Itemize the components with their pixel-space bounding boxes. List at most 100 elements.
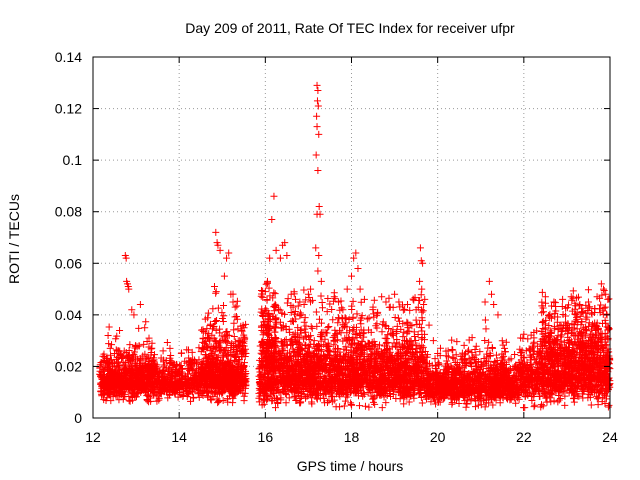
data-point (164, 385, 172, 393)
data-point (429, 337, 437, 345)
data-point (399, 333, 407, 341)
data-point (313, 123, 321, 131)
data-point (163, 387, 171, 395)
data-point (314, 102, 322, 110)
data-point (356, 285, 364, 293)
data-point (315, 130, 323, 138)
data-point (400, 400, 408, 408)
data-point (160, 358, 168, 366)
x-axis-label: GPS time / hours (297, 458, 404, 474)
data-point (365, 314, 373, 322)
data-point (336, 403, 344, 411)
data-point (399, 306, 407, 314)
data-point (178, 349, 186, 357)
data-point (165, 390, 173, 398)
data-point (154, 373, 162, 381)
data-point (395, 298, 403, 306)
data-point (276, 254, 284, 262)
y-axis-label: ROTI / TECUs (6, 194, 22, 284)
data-point (419, 259, 427, 267)
data-point (602, 290, 610, 298)
data-point (559, 295, 567, 303)
data-point (378, 404, 386, 412)
data-point (314, 166, 322, 174)
data-point (385, 303, 393, 311)
data-point (325, 322, 333, 330)
data-point (370, 296, 378, 304)
data-point (136, 301, 144, 309)
data-point (288, 317, 296, 325)
data-point (490, 301, 498, 309)
data-point (296, 298, 304, 306)
data-point (302, 322, 310, 330)
data-point (270, 302, 278, 310)
data-point (343, 285, 351, 293)
data-point (159, 347, 167, 355)
data-point (355, 402, 363, 410)
data-point (352, 249, 360, 257)
data-point (488, 290, 496, 298)
data-point (100, 396, 108, 404)
data-point (300, 318, 308, 326)
data-point (156, 385, 164, 393)
data-point (181, 373, 189, 381)
data-point (300, 301, 308, 309)
data-point (353, 310, 361, 318)
data-point (300, 286, 308, 294)
data-point (190, 394, 198, 402)
data-point (382, 399, 390, 407)
data-point (231, 303, 239, 311)
data-point (150, 356, 158, 364)
data-point (307, 323, 315, 331)
data-point (283, 252, 291, 260)
data-point (229, 298, 237, 306)
data-point (272, 246, 280, 254)
data-point (416, 277, 424, 285)
data-point (268, 215, 276, 223)
data-point (170, 385, 178, 393)
data-point (335, 315, 343, 323)
data-point (363, 315, 371, 323)
data-point (175, 371, 183, 379)
data-point (168, 373, 176, 381)
data-point (187, 378, 195, 386)
data-point (148, 339, 156, 347)
data-point (187, 397, 195, 405)
data-point (141, 324, 149, 332)
data-point (597, 280, 605, 288)
data-point (106, 344, 114, 352)
data-point (341, 397, 349, 405)
data-point (178, 364, 186, 372)
data-point (173, 362, 181, 370)
data-point (291, 295, 299, 303)
data-point (511, 351, 519, 359)
points-layer (96, 81, 614, 412)
data-point (223, 254, 231, 262)
data-point (347, 401, 355, 409)
data-point (212, 228, 220, 236)
data-point (342, 315, 350, 323)
data-point (302, 328, 310, 336)
data-point (284, 295, 292, 303)
data-point (485, 277, 493, 285)
data-point (150, 377, 158, 385)
data-point (230, 326, 238, 334)
data-point (230, 319, 238, 327)
data-point (233, 302, 241, 310)
data-point (301, 325, 309, 333)
data-point (188, 348, 196, 356)
data-point (163, 338, 171, 346)
data-point (122, 254, 130, 262)
data-point (209, 305, 217, 313)
data-point (189, 384, 197, 392)
data-point (314, 267, 322, 275)
data-point (157, 390, 165, 398)
data-point (270, 289, 278, 297)
data-point (418, 399, 426, 407)
data-point (360, 390, 368, 398)
data-point (135, 324, 143, 332)
data-point (421, 295, 429, 303)
data-point (330, 289, 338, 297)
data-point (183, 346, 191, 354)
data-point (541, 293, 549, 301)
